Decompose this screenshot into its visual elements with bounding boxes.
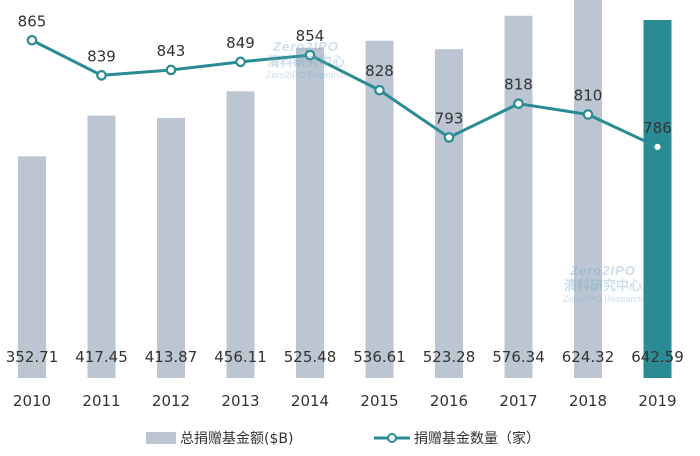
line-value-label: 828: [365, 62, 394, 80]
line-point: [652, 141, 663, 153]
bar-value-label: 523.28: [423, 348, 476, 366]
bar-2018: [574, 0, 602, 379]
line-value-label: 854: [296, 27, 325, 45]
legend-bar-label: 总捐赠基金额($B): [180, 430, 293, 447]
x-tick-label: 2010: [13, 392, 51, 410]
line-point: [443, 132, 455, 143]
line-value-label: 786: [643, 119, 672, 137]
x-tick-label: 2014: [291, 392, 329, 410]
line-value-label: 843: [157, 42, 186, 60]
bar-2014: [296, 47, 324, 379]
watermark-cn: 清科研究中心: [563, 277, 642, 293]
watermark-cn: 清科研究中心: [266, 53, 345, 69]
line-value-label: 818: [504, 76, 533, 94]
line-value-label: 810: [574, 87, 603, 105]
legend-bar-swatch: [146, 432, 176, 444]
x-axis-ticks: 2010 2011 2012 2013 2014 2015 2016 2017 2018 2019: [13, 392, 677, 410]
bar-group: [18, 0, 672, 379]
bar-value-label: 525.48: [284, 348, 337, 366]
line-point: [513, 98, 524, 109]
x-tick-label: 2012: [152, 392, 190, 410]
bar-value-label: 417.45: [75, 348, 128, 366]
bar-value-labels: 352.71 417.45 413.87 456.11 525.48 536.61 523.…: [6, 348, 684, 366]
line-value-labels: 865 839 843 849 854 828 793 818 810 786: [18, 12, 672, 137]
bar-2019: [643, 20, 672, 378]
line-point: [96, 70, 107, 81]
bar-2010: [18, 156, 46, 378]
bar-value-label: 413.87: [145, 348, 198, 366]
bar-value-label: 352.71: [6, 348, 59, 366]
x-tick-label: 2017: [499, 392, 537, 410]
line-value-label: 865: [18, 12, 47, 30]
line-point: [582, 109, 594, 120]
watermark-en: Zero2IPO Research: [265, 69, 347, 80]
line-point: [374, 84, 385, 96]
x-tick-label: 2016: [430, 392, 468, 410]
line-value-label: 793: [435, 109, 464, 127]
bar-2013: [226, 91, 255, 378]
x-tick-label: 2018: [569, 392, 607, 410]
bar-2012: [157, 117, 185, 379]
x-tick-label: 2011: [82, 392, 120, 410]
watermark-top: Zero2IPO 清科研究中心 Zero2IPO Research: [258, 39, 354, 80]
bar-2011: [87, 115, 116, 378]
legend: 总捐赠基金额($B) 捐赠基金数量（家）: [146, 430, 540, 447]
line-series: [26, 34, 663, 153]
line-path: [31, 38, 659, 149]
watermark-en: Zero2IPO Research: [562, 293, 644, 304]
bar-value-label: 456.11: [214, 348, 267, 366]
line-value-label: 849: [226, 34, 255, 52]
bar-2017: [504, 15, 533, 378]
line-point: [165, 64, 177, 76]
line-point: [304, 49, 316, 61]
line-point: [26, 34, 38, 46]
legend-line-marker: [387, 433, 397, 443]
line-value-label: 839: [87, 47, 116, 65]
x-tick-label: 2013: [221, 392, 259, 410]
bar-value-label: 576.34: [492, 348, 545, 366]
watermark-bottom: Zero2IPO 清科研究中心 Zero2IPO Research: [555, 263, 651, 304]
legend-line-label: 捐赠基金数量（家）: [414, 430, 540, 447]
bar-2016: [435, 49, 463, 378]
bar-value-label: 536.61: [353, 348, 406, 366]
watermark-logo: Zero2IPO: [273, 39, 339, 54]
line-point: [235, 56, 246, 68]
x-tick-label: 2015: [360, 392, 398, 410]
watermark-logo: Zero2IPO: [570, 263, 636, 278]
bar-value-label: 642.59: [631, 348, 684, 366]
bar-value-label: 624.32: [562, 348, 615, 366]
x-tick-label: 2019: [638, 392, 676, 410]
